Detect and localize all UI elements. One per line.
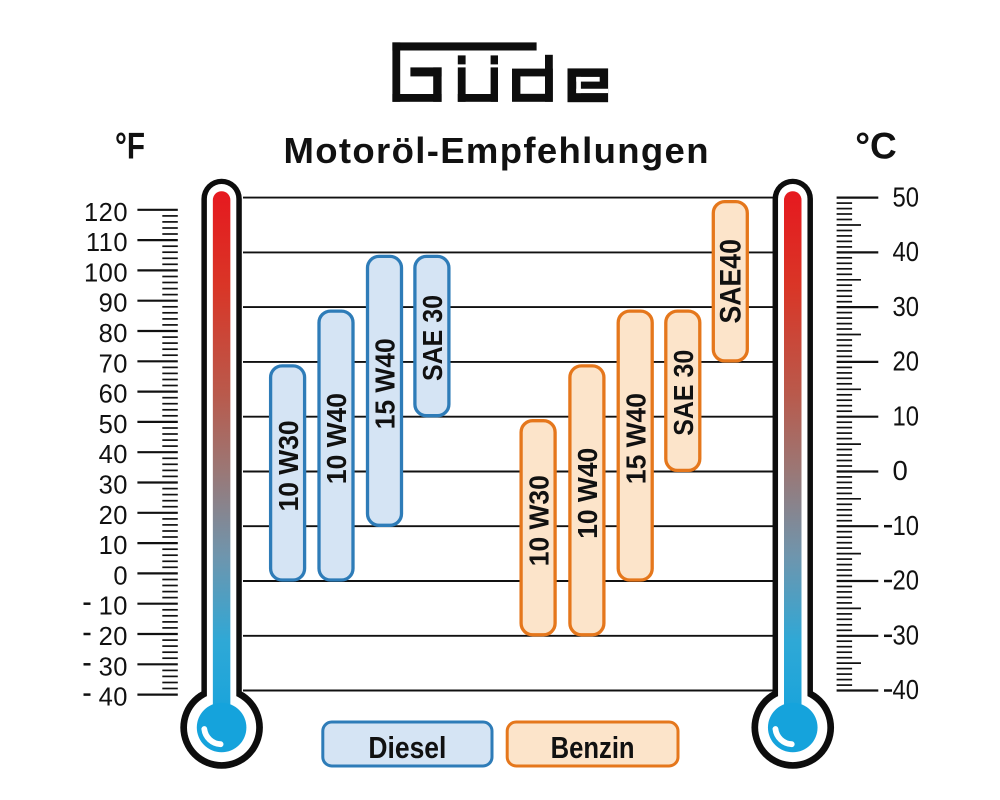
svg-text:0: 0	[893, 455, 908, 486]
svg-text:0: 0	[113, 562, 128, 590]
svg-text:80: 80	[99, 320, 128, 348]
svg-text:°F: °F	[115, 126, 145, 167]
svg-text:30: 30	[893, 291, 920, 322]
svg-text:40: 40	[99, 441, 128, 469]
svg-text:10 W30: 10 W30	[273, 420, 304, 511]
svg-text:100: 100	[84, 259, 128, 287]
svg-text:SAE 30: SAE 30	[668, 350, 699, 436]
svg-text:15 W40: 15 W40	[620, 393, 651, 484]
svg-text:30: 30	[99, 472, 128, 500]
svg-text:30: 30	[893, 620, 920, 651]
svg-text:10 W30: 10 W30	[523, 475, 554, 566]
svg-text:40: 40	[99, 684, 128, 712]
svg-text:SAE40: SAE40	[715, 239, 748, 324]
svg-text:10: 10	[893, 510, 920, 541]
svg-text:70: 70	[99, 350, 128, 378]
svg-text:20: 20	[893, 346, 920, 377]
svg-text:20: 20	[893, 565, 920, 596]
svg-text:120: 120	[84, 199, 128, 227]
svg-text:30: 30	[99, 653, 128, 681]
svg-text:15 W40: 15 W40	[370, 338, 401, 429]
svg-text:Motoröl-Empfehlungen: Motoröl-Empfehlungen	[284, 130, 709, 171]
svg-text:20: 20	[99, 502, 128, 530]
svg-text:Diesel: Diesel	[368, 730, 446, 765]
svg-text:10: 10	[99, 532, 128, 560]
svg-text:50: 50	[893, 181, 920, 212]
svg-text:40: 40	[893, 674, 920, 705]
svg-text:110: 110	[86, 229, 128, 257]
svg-text:40: 40	[893, 236, 920, 267]
svg-text:10: 10	[99, 593, 128, 621]
svg-text:10 W40: 10 W40	[572, 448, 603, 539]
svg-text:10: 10	[893, 400, 920, 431]
svg-text:°C: °C	[855, 126, 897, 167]
svg-text:10 W40: 10 W40	[321, 393, 352, 484]
svg-text:90: 90	[99, 290, 128, 318]
svg-text:60: 60	[99, 381, 128, 409]
svg-text:Benzin: Benzin	[551, 730, 635, 765]
svg-text:20: 20	[99, 623, 128, 651]
svg-text:50: 50	[99, 411, 128, 439]
svg-text:SAE 30: SAE 30	[417, 295, 448, 381]
